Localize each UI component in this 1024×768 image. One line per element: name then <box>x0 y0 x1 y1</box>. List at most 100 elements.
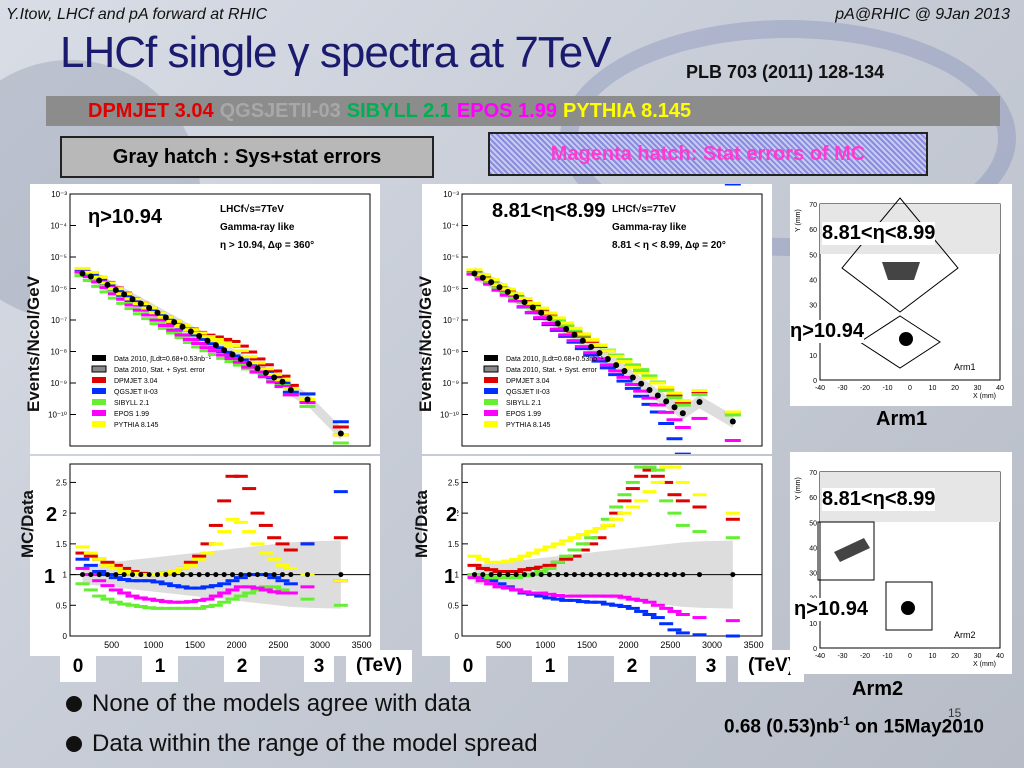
y-tick-label: 0.5 <box>56 601 68 610</box>
arm-y-tick: 50 <box>809 520 817 527</box>
left-tev-tick-1: 1 <box>142 652 178 682</box>
page-number: 15 <box>948 706 962 720</box>
data-ratio-point <box>105 572 110 578</box>
data-ratio-point <box>263 572 269 578</box>
data-ratio-point <box>130 572 135 578</box>
x-tick-label: 2000 <box>227 640 247 650</box>
data-ratio-point <box>505 572 511 578</box>
legend-entry-5: EPOS 1.99 <box>114 411 149 418</box>
data-ratio-point <box>580 572 586 578</box>
legend-head-1: Gamma-ray like <box>612 222 687 233</box>
data-point <box>654 392 661 399</box>
legend-swatch <box>484 377 498 383</box>
legend-swatch <box>484 421 498 427</box>
data-ratio-point <box>230 572 235 578</box>
right-ratio-mark-1: 1 <box>444 566 456 589</box>
data-point <box>554 320 561 327</box>
y-tick-label: 10⁻⁷ <box>443 316 459 325</box>
legend-swatch <box>92 377 106 383</box>
legend-entry-5: EPOS 1.99 <box>506 411 541 418</box>
data-point <box>246 361 253 368</box>
data-point <box>679 410 686 417</box>
data-ratio-point <box>680 572 686 578</box>
left-tev-tick-2: 2 <box>224 652 260 682</box>
arm-x-tick: 10 <box>929 653 937 660</box>
data-point <box>287 386 294 393</box>
y-tick-label: 0.5 <box>448 601 460 610</box>
data-point <box>663 398 670 405</box>
right-tev-tick-2: 2 <box>614 652 650 682</box>
arm-x-tick: 40 <box>996 385 1004 392</box>
data-point <box>696 398 703 405</box>
eta-region-large <box>882 262 920 280</box>
arm-x-tick: 20 <box>951 653 959 660</box>
bullet-2: Data within the range of the model sprea… <box>66 730 538 758</box>
arm-y-tick: 70 <box>809 470 817 477</box>
y-tick-label: 1 <box>455 571 460 580</box>
arm-x-tick: -40 <box>815 385 825 392</box>
legend-entry-1: Data 2010, Stat. + Syst. error <box>114 367 206 374</box>
arm-y-label: Y (mm) <box>795 477 802 500</box>
data-ratio-point <box>522 572 527 578</box>
legend-entry-1: Data 2010, Stat. + Syst. error <box>506 367 598 374</box>
data-point <box>262 369 269 376</box>
data-point <box>104 281 111 288</box>
legend-entry-3: QGSJET II-03 <box>506 389 550 396</box>
data-point <box>529 304 536 311</box>
data-ratio-point <box>555 572 561 578</box>
arm-x-tick: -10 <box>882 385 892 392</box>
data-ratio-point <box>605 572 611 578</box>
data-ratio-point <box>280 572 285 578</box>
arm-y-tick: 60 <box>809 495 817 502</box>
data-ratio-point <box>163 572 169 578</box>
model-label-2: SIBYLL 2.1 <box>346 99 451 122</box>
data-ratio-point <box>672 572 677 578</box>
x-tick-label: 1500 <box>185 640 205 650</box>
data-ratio-point <box>188 572 194 578</box>
data-point <box>254 365 261 372</box>
data-point <box>646 386 653 393</box>
arm-y-tick: 70 <box>809 202 817 209</box>
magenta-hatch-note: Magenta hatch: Stat errors of MC <box>488 132 928 176</box>
right-ratio-panel: 0 0.5 1 1.5 2 2.5 500 1000 1500 2000 2500 3000 3500 <box>422 456 772 656</box>
x-tick-label: 500 <box>104 640 119 650</box>
data-ratio-point <box>305 572 310 578</box>
data-point <box>538 309 545 316</box>
plot-frame <box>461 463 763 637</box>
data-ratio-point <box>697 572 702 578</box>
data-point <box>204 337 211 344</box>
arm-x-tick: 0 <box>908 653 912 660</box>
arm-tag: Arm1 <box>954 362 976 372</box>
arm-x-tick: 0 <box>908 385 912 392</box>
data-ratio-point <box>497 572 502 578</box>
data-point <box>471 270 478 277</box>
data-point <box>613 362 620 369</box>
x-tick-label: 3000 <box>702 640 722 650</box>
header-left: Y.Itow, LHCf and pA forward at RHIC <box>6 6 268 23</box>
data-ratio-point <box>146 572 152 578</box>
right-spectrum-panel: 10⁻³ 10⁻⁴ 10⁻⁵ 10⁻⁶ 10⁻⁷ 10⁻⁸ 10⁻⁹ 10⁻¹⁰ LHCf√s=… <box>422 182 772 457</box>
data-ratio-point <box>513 572 519 578</box>
data-point <box>479 274 486 281</box>
arm-x-tick: 40 <box>996 653 1004 660</box>
left-eta-label: η>10.94 <box>88 206 162 229</box>
legend-head-1: Gamma-ray like <box>220 222 295 233</box>
page-title: LHCf single γ spectra at 7TeV <box>60 28 612 77</box>
data-ratio-point <box>730 572 736 578</box>
luminosity-value: 0.68 (0.53)nb <box>724 716 840 738</box>
data-ratio-point <box>121 572 127 578</box>
legend-swatch <box>484 399 498 405</box>
y-tick-label: 10⁻³ <box>443 190 459 199</box>
data-ratio-point <box>213 572 219 578</box>
data-point <box>504 288 511 295</box>
data-point <box>546 315 553 322</box>
x-tick-label: 1000 <box>143 640 163 650</box>
arm-x-tick: 10 <box>929 385 937 392</box>
luminosity-date: on 15May2010 <box>849 716 984 738</box>
model-label-3: EPOS 1.99 <box>456 99 557 122</box>
arm-x-label: X (mm) <box>973 393 996 400</box>
arm1-eta-small: η>10.94 <box>790 320 864 343</box>
data-ratio-point <box>530 572 536 578</box>
eta-region-large <box>834 538 870 562</box>
